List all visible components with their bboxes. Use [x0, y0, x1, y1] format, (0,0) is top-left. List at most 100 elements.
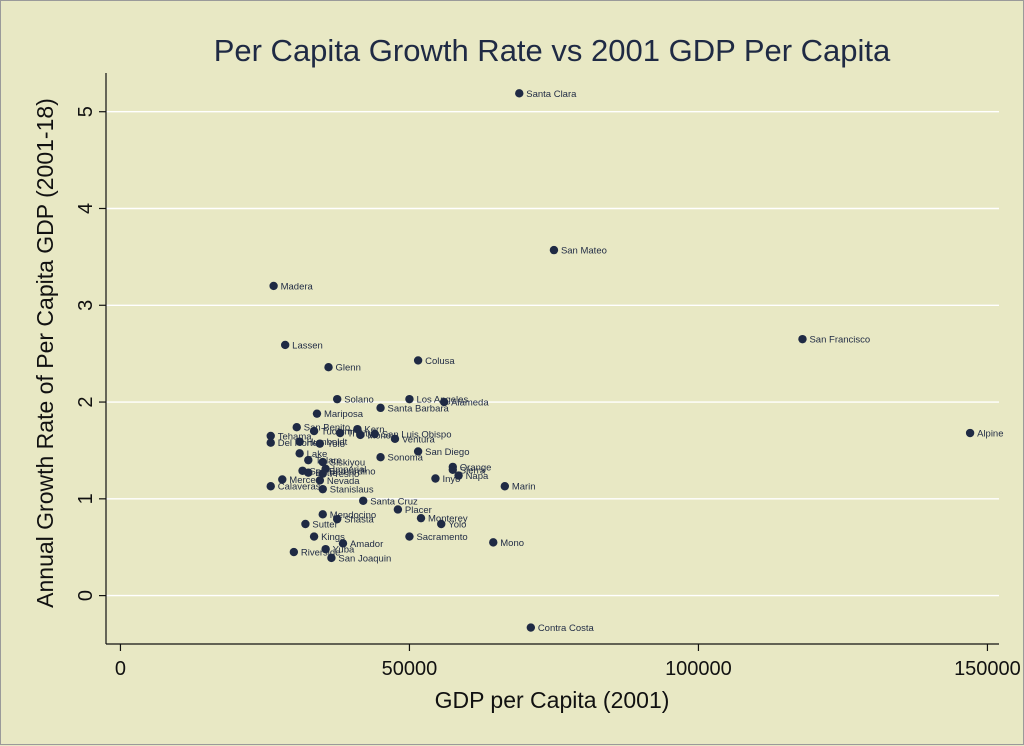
data-point — [413, 447, 423, 456]
point-label: Humboldt — [307, 437, 348, 448]
point-label: Lake — [307, 449, 328, 460]
point-label: Marin — [512, 482, 536, 493]
y-tick-label: 0 — [75, 590, 97, 601]
data-point — [295, 437, 304, 446]
point-label: Sierra — [460, 465, 486, 476]
point-label: Yuba — [333, 545, 355, 556]
point-label: Tulare — [315, 456, 342, 467]
data-point — [318, 510, 327, 519]
y-tick-label: 3 — [75, 300, 97, 311]
data-point — [454, 471, 463, 480]
point-label: Santa Cruz — [370, 496, 418, 507]
point-label: Tehama — [278, 431, 313, 442]
point-label: Santa Clara — [526, 89, 577, 100]
data-point — [489, 538, 498, 547]
data-point — [309, 532, 319, 541]
point-label: Stanislaus — [330, 485, 374, 496]
data-points: Santa Clara San Mateo Madera San Francisco L… — [266, 89, 1004, 634]
data-point — [338, 539, 348, 548]
point-label: Inyo — [442, 474, 460, 485]
data-point — [526, 623, 536, 632]
data-point — [439, 397, 449, 407]
x-axis-title: GDP per Capita (2001) — [435, 687, 670, 713]
data-point — [292, 423, 301, 432]
data-point — [266, 438, 275, 447]
point-label: Napa — [466, 471, 489, 482]
point-label: Nevada — [327, 476, 360, 487]
plot-area — [106, 73, 999, 644]
data-point — [448, 465, 457, 474]
point-label: Sonoma — [388, 453, 424, 464]
point-label: Contra Costa — [538, 623, 595, 634]
point-label: Alameda — [451, 398, 489, 409]
data-point — [318, 469, 327, 478]
data-point — [549, 245, 559, 255]
data-point — [304, 468, 313, 477]
data-point — [370, 429, 379, 439]
data-point — [327, 553, 336, 563]
point-label: Monterey — [428, 514, 468, 525]
data-point — [500, 482, 510, 491]
point-label: San Francisco — [809, 335, 870, 346]
data-point — [332, 394, 342, 404]
point-label: Calaveras — [278, 482, 321, 493]
data-point — [315, 476, 325, 485]
data-point — [318, 484, 327, 494]
point-label: Madera — [281, 281, 314, 292]
data-point — [324, 363, 333, 372]
point-label: Placer — [405, 505, 432, 516]
y-tick-label: 5 — [75, 106, 97, 117]
point-label: Alpine — [977, 429, 1003, 440]
x-tick-label: 100000 — [665, 658, 732, 680]
point-label: Orange — [460, 462, 492, 473]
point-label: Fresno — [330, 469, 360, 480]
data-point — [278, 475, 287, 484]
data-point — [304, 455, 313, 465]
data-point — [405, 532, 414, 541]
point-label: Glenn — [336, 363, 361, 374]
data-point — [393, 505, 403, 514]
point-label: Amador — [350, 539, 383, 550]
point-label: Merced — [289, 475, 321, 486]
data-point — [321, 544, 330, 554]
point-label: Ventura — [402, 434, 435, 445]
data-point — [266, 431, 275, 441]
data-point — [798, 334, 807, 344]
data-point — [515, 89, 524, 98]
point-label: Yolo — [327, 439, 345, 450]
data-point — [359, 496, 368, 505]
point-label: Santa Barbara — [388, 403, 450, 414]
data-point — [301, 519, 310, 529]
point-label: Mariposa — [324, 409, 364, 420]
point-label: Mendocino — [330, 510, 376, 521]
data-point — [269, 281, 278, 291]
data-point — [289, 547, 299, 557]
data-point — [356, 430, 365, 440]
point-label: Siskiyou — [330, 458, 365, 469]
data-point — [312, 409, 322, 418]
point-label: San Benito — [304, 423, 350, 434]
data-point — [416, 513, 426, 523]
y-tick-label: 4 — [75, 203, 97, 214]
data-point — [318, 457, 327, 467]
data-point — [413, 356, 423, 365]
point-label: Sacramento — [416, 532, 467, 543]
y-tick-label: 1 — [75, 493, 97, 504]
point-label: Imperial — [333, 464, 367, 475]
point-label: San Mateo — [561, 246, 607, 257]
data-point — [376, 453, 385, 462]
point-label: Kings — [321, 532, 345, 543]
point-label: Colusa — [425, 356, 455, 367]
data-point — [280, 340, 290, 350]
point-label: San Bernardino — [310, 466, 376, 477]
data-point — [309, 426, 319, 436]
point-label: Mono — [500, 538, 524, 549]
data-point — [335, 428, 345, 438]
y-axis-title: Annual Growth Rate of Per Capita GDP (20… — [32, 98, 58, 608]
y-tick-label: 2 — [75, 396, 97, 407]
data-point — [390, 434, 400, 444]
data-point — [315, 439, 325, 448]
point-label: San Diego — [425, 447, 469, 458]
